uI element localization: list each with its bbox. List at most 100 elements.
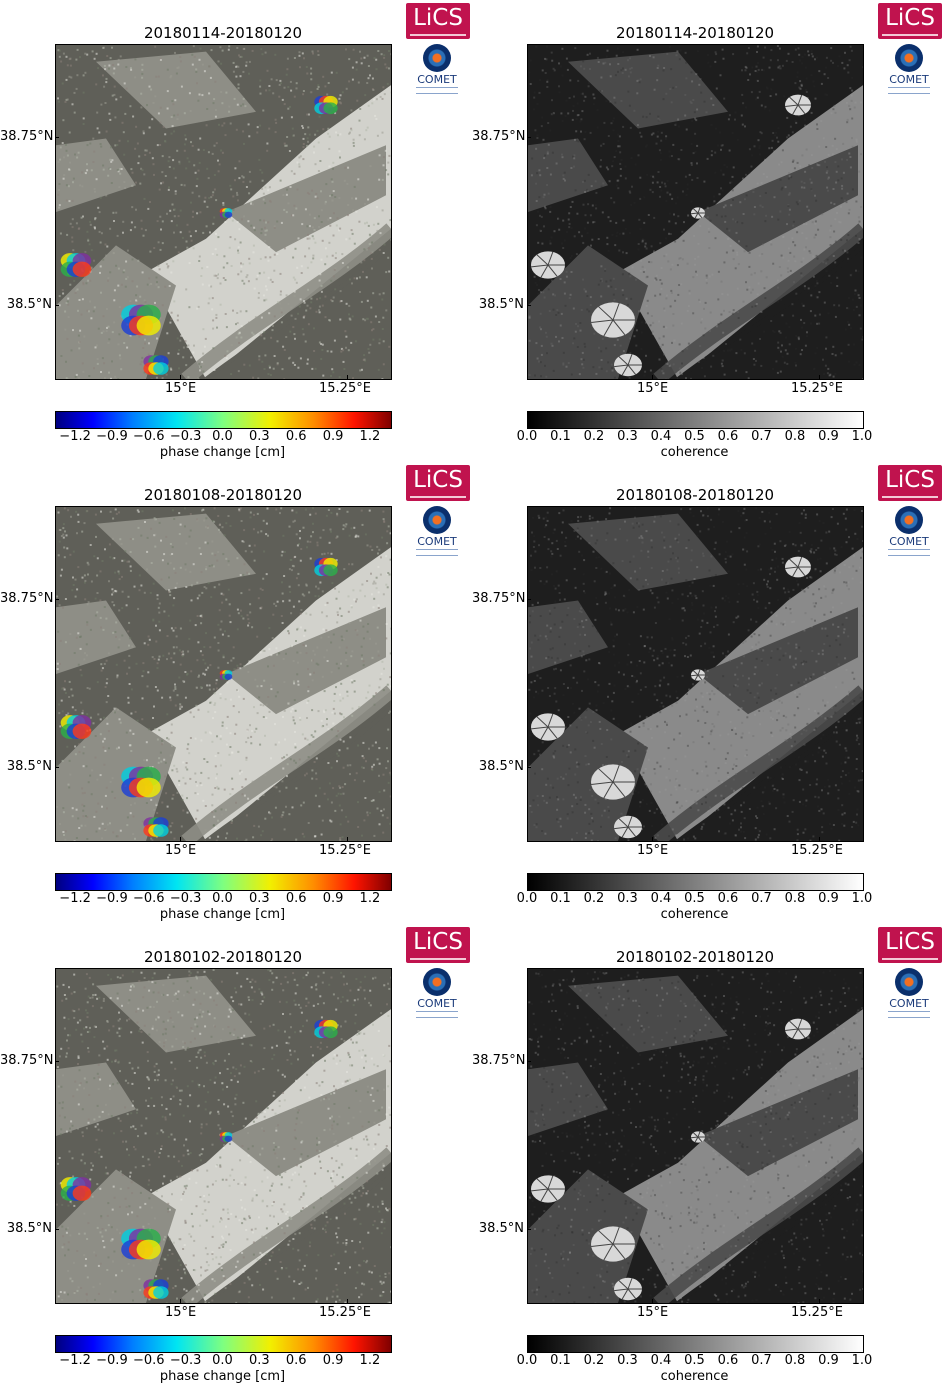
- comet-emblem-icon: [423, 44, 451, 72]
- volcanic-island: [314, 95, 338, 115]
- colorbar-tick-label: 0.3: [249, 429, 270, 444]
- colorbar-tick-label: 0.0: [516, 429, 538, 444]
- comet-emblem-icon: [895, 506, 923, 534]
- volcanic-island: [143, 1279, 169, 1299]
- longitude-label: 15.25°E: [791, 381, 843, 396]
- comet-logo: COMET: [882, 968, 936, 1024]
- colorbar-tick-label: 0.6: [717, 891, 739, 906]
- colorbar-tick-label: 0.3: [249, 1353, 270, 1368]
- colorbar-tick-label: 0.0: [516, 1353, 538, 1368]
- coastline-edge: [676, 705, 863, 841]
- interferogram-map: [55, 968, 392, 1304]
- panel-title-right: 20180108-20180120: [615, 486, 775, 504]
- longitude-tick: [347, 1299, 348, 1303]
- volcanic-island: [314, 1019, 338, 1039]
- coherent-area: [56, 1169, 176, 1303]
- latitude-label: 38.75°N: [0, 591, 54, 606]
- comet-logo: COMET: [410, 44, 464, 100]
- colorbar-tick-label: −0.6: [133, 1353, 165, 1368]
- longitude-tick: [180, 837, 181, 841]
- latitude-tick: [55, 305, 59, 306]
- phase-colorbar: [55, 411, 392, 429]
- coherent-area: [528, 707, 648, 841]
- volcanic-island: [531, 251, 565, 279]
- volcanic-island: [121, 766, 161, 798]
- colorbar-tick-label: 0.6: [285, 1353, 307, 1368]
- lics-logo-tagline: [410, 34, 466, 36]
- colorbar-tick-label: 0.5: [684, 1353, 705, 1368]
- comet-logo-tagline: [888, 1011, 930, 1018]
- volcanic-island: [691, 1131, 705, 1143]
- colorbar-tick-label: 0.1: [550, 429, 571, 444]
- colorbar-tick-label: −0.3: [169, 891, 202, 906]
- volcanic-island: [531, 713, 565, 741]
- longitude-tick: [652, 1299, 653, 1303]
- volcanic-island: [785, 556, 811, 578]
- lics-logo: LiCS: [878, 927, 942, 963]
- colorbar-tick-label: 0.5: [684, 891, 705, 906]
- colorbar-tick-label: 0.8: [784, 429, 806, 444]
- volcanic-island: [219, 208, 233, 218]
- latitude-label: 38.5°N: [478, 759, 524, 774]
- longitude-label: 15.25°E: [319, 1305, 371, 1320]
- coherence-colorbar: [527, 1335, 864, 1353]
- comet-logo-text: COMET: [889, 535, 929, 548]
- coherence-map: [527, 506, 864, 842]
- interferogram-map: [55, 44, 392, 380]
- interferogram-map: [55, 506, 392, 842]
- colorbar-label: coherence: [660, 445, 729, 460]
- latitude-label: 38.5°N: [478, 1221, 524, 1236]
- latitude-label: 38.5°N: [6, 1221, 52, 1236]
- colorbar-tick-label: 0.6: [717, 429, 739, 444]
- latitude-label: 38.75°N: [472, 1053, 526, 1068]
- coherence-map: [527, 44, 864, 380]
- comet-logo: COMET: [882, 506, 936, 562]
- comet-logo-text: COMET: [889, 73, 929, 86]
- colorbar-tick-label: −0.6: [133, 891, 165, 906]
- latitude-label: 38.5°N: [6, 297, 52, 312]
- colorbar-tick-label: 0.3: [617, 429, 638, 444]
- longitude-label: 15°E: [637, 1305, 669, 1320]
- latitude-tick: [527, 767, 531, 768]
- colorbar-tick-label: 0.4: [650, 1353, 672, 1368]
- panel-title-left: 20180114-20180120: [143, 24, 303, 42]
- colorbar-tick-label: 0.1: [550, 1353, 571, 1368]
- volcanic-island: [591, 302, 635, 338]
- comet-logo-tagline: [416, 549, 458, 556]
- volcanic-island: [785, 94, 811, 116]
- colorbar-tick-label: 0.2: [583, 1353, 605, 1368]
- comet-logo: COMET: [410, 506, 464, 562]
- coastline: [653, 685, 863, 841]
- colorbar-tick-label: 0.9: [818, 1353, 839, 1368]
- latitude-tick: [55, 137, 59, 138]
- volcanic-island: [785, 1018, 811, 1040]
- colorbar-tick-label: −0.9: [96, 429, 128, 444]
- colorbar-label: coherence: [660, 1369, 729, 1384]
- coherence-colorbar: [527, 411, 864, 429]
- coastline-edge: [676, 243, 863, 379]
- coastline-edge: [204, 705, 391, 841]
- latitude-tick: [527, 1061, 531, 1062]
- comet-logo-text: COMET: [417, 535, 457, 548]
- comet-logo-tagline: [416, 1011, 458, 1018]
- comet-logo-tagline: [416, 87, 458, 94]
- coherent-area: [56, 600, 136, 674]
- latitude-label: 38.75°N: [0, 1053, 54, 1068]
- colorbar-tick-label: 0.9: [818, 429, 839, 444]
- colorbar-tick-label: 1.0: [851, 1353, 873, 1368]
- colorbar-tick-label: −0.6: [133, 429, 165, 444]
- coastline: [653, 223, 863, 379]
- colorbar-tick-label: 1.2: [359, 1353, 381, 1368]
- speckle-noise: [528, 507, 863, 841]
- longitude-tick: [819, 375, 820, 379]
- lics-logo: LiCS: [406, 927, 470, 963]
- coherent-area: [528, 1062, 608, 1136]
- longitude-tick: [347, 375, 348, 379]
- coastline: [181, 223, 391, 379]
- lics-logo: LiCS: [406, 465, 470, 501]
- latitude-tick: [55, 1229, 59, 1230]
- longitude-tick: [652, 837, 653, 841]
- volcanic-island: [531, 1175, 565, 1203]
- colorbar-tick-label: 0.4: [650, 891, 672, 906]
- coherent-area: [56, 707, 176, 841]
